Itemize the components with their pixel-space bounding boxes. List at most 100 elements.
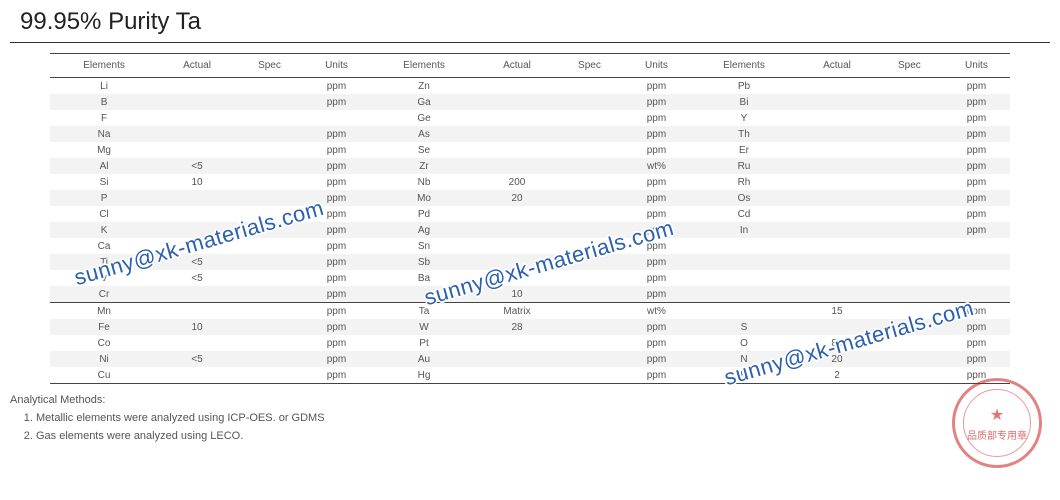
table-cell: [876, 270, 943, 286]
table-cell: Zr: [370, 158, 478, 174]
col-header: Units: [623, 54, 690, 78]
analytical-methods: Analytical Methods: Metallic elements we…: [10, 394, 1050, 445]
table-cell: [303, 110, 370, 126]
table-row: MgppmSeppmErppm: [50, 142, 1010, 158]
table-cell: Ba: [370, 270, 478, 286]
table-cell: Si: [50, 174, 158, 190]
table-cell: [556, 254, 623, 270]
table-cell: Zn: [370, 78, 478, 95]
table-cell: Rh: [690, 174, 798, 190]
table-cell: [798, 238, 876, 254]
table-cell: ppm: [623, 190, 690, 206]
table-cell: [478, 158, 556, 174]
table-cell: [798, 254, 876, 270]
table-cell: wt%: [623, 158, 690, 174]
table-cell: [556, 222, 623, 238]
table-cell: 10: [158, 319, 236, 335]
table-cell: Ti: [50, 254, 158, 270]
table-cell: [556, 94, 623, 110]
table-cell: <5: [158, 254, 236, 270]
table-cell: ppm: [623, 174, 690, 190]
table-cell: [556, 110, 623, 126]
table-cell: [943, 286, 1010, 303]
table-cell: Hg: [370, 367, 478, 384]
table-row: CuppmHgppmH2ppm: [50, 367, 1010, 384]
table-cell: ppm: [303, 158, 370, 174]
table-cell: ppm: [623, 94, 690, 110]
table-cell: [556, 303, 623, 320]
methods-list: Metallic elements were analyzed using IC…: [36, 410, 1050, 445]
table-cell: [876, 319, 943, 335]
table-cell: [478, 110, 556, 126]
table-cell: [876, 142, 943, 158]
table-cell: [876, 351, 943, 367]
table-cell: Ni: [50, 351, 158, 367]
table-cell: Y: [690, 110, 798, 126]
table-cell: ppm: [303, 78, 370, 95]
table-cell: ppm: [303, 303, 370, 320]
table-cell: Bi: [690, 94, 798, 110]
table-cell: 28: [478, 319, 556, 335]
table-cell: [236, 222, 303, 238]
table-cell: [798, 158, 876, 174]
table-cell: 20: [478, 190, 556, 206]
table-cell: [690, 254, 798, 270]
col-header: Actual: [158, 54, 236, 78]
table-cell: ppm: [303, 351, 370, 367]
table-cell: ppm: [623, 270, 690, 286]
table-cell: [478, 335, 556, 351]
table-cell: Er: [690, 142, 798, 158]
table-cell: [158, 78, 236, 95]
table-cell: Au: [370, 351, 478, 367]
table-row: Ti<5ppmSbppm: [50, 254, 1010, 270]
table-cell: V: [50, 270, 158, 286]
table-cell: Cu: [50, 367, 158, 384]
col-header: Spec: [876, 54, 943, 78]
table-cell: Ge: [370, 110, 478, 126]
table-cell: [236, 110, 303, 126]
table-cell: [158, 206, 236, 222]
table-cell: [690, 286, 798, 303]
table-cell: Ru: [690, 158, 798, 174]
table-cell: [798, 190, 876, 206]
table-cell: Mn: [50, 303, 158, 320]
table-cell: [876, 174, 943, 190]
table-row: LippmZnppmPbppm: [50, 78, 1010, 95]
table-cell: ppm: [943, 78, 1010, 95]
table-cell: [236, 142, 303, 158]
table-cell: Pb: [690, 78, 798, 95]
table-cell: Li: [50, 78, 158, 95]
table-cell: ppm: [623, 254, 690, 270]
table-cell: [556, 158, 623, 174]
table-cell: ppm: [303, 270, 370, 286]
table-cell: [370, 286, 478, 303]
table-cell: [556, 335, 623, 351]
table-cell: [556, 270, 623, 286]
table-cell: [876, 206, 943, 222]
table-cell: ppm: [623, 238, 690, 254]
table-row: ClppmPdppmCdppm: [50, 206, 1010, 222]
table-cell: [876, 303, 943, 320]
table-cell: ppm: [303, 126, 370, 142]
table-cell: Ca: [50, 238, 158, 254]
table-cell: [798, 110, 876, 126]
table-cell: [236, 367, 303, 384]
table-cell: ppm: [623, 206, 690, 222]
table-cell: [158, 222, 236, 238]
table-cell: ppm: [623, 351, 690, 367]
table-cell: [236, 78, 303, 95]
table-cell: wt%: [623, 303, 690, 320]
table-cell: ppm: [943, 367, 1010, 384]
table-cell: S: [690, 319, 798, 335]
table-row: KppmAgppmInppm: [50, 222, 1010, 238]
table-cell: O: [690, 335, 798, 351]
table-cell: Th: [690, 126, 798, 142]
spec-table-head: ElementsActualSpecUnitsElementsActualSpe…: [50, 54, 1010, 78]
col-header: Spec: [236, 54, 303, 78]
table-cell: ppm: [943, 126, 1010, 142]
table-cell: ppm: [303, 174, 370, 190]
table-cell: K: [50, 222, 158, 238]
table-row: Ni<5ppmAuppmN20ppm: [50, 351, 1010, 367]
table-cell: [556, 238, 623, 254]
table-cell: ppm: [303, 286, 370, 303]
